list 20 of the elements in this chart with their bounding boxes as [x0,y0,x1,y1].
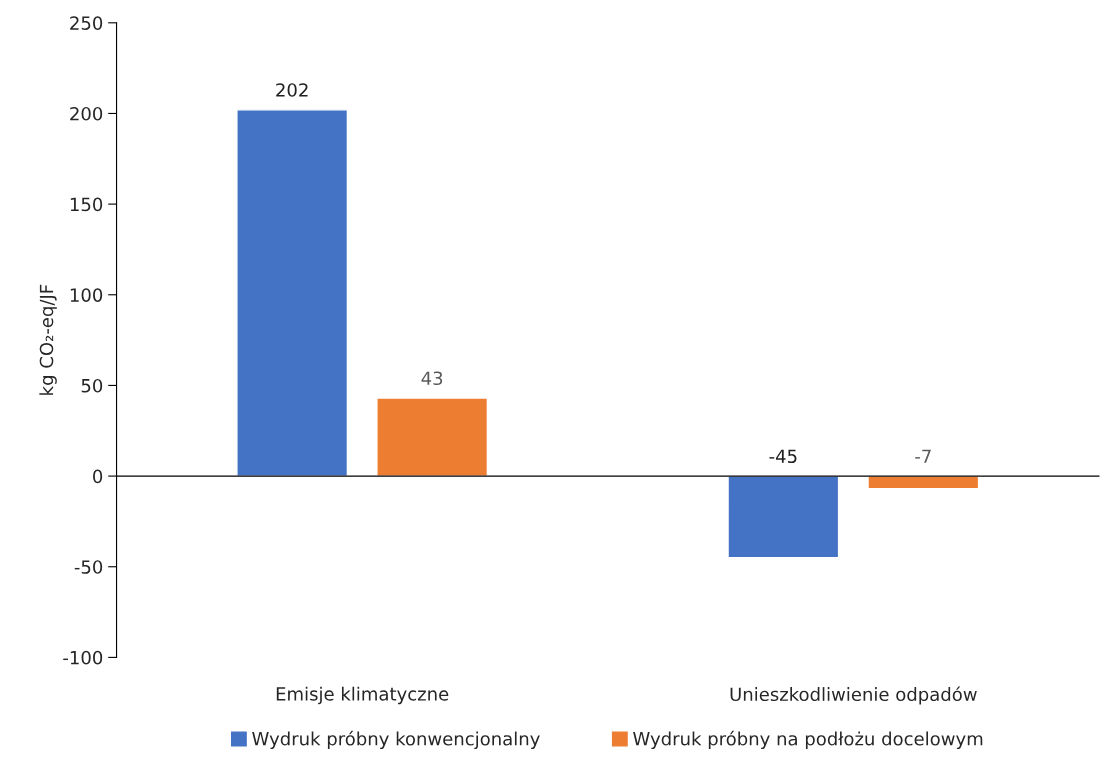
x-tick-label: Unieszkodliwienie odpadów [730,686,977,705]
data-label: -7 [915,449,931,463]
y-tick-label: 100 [70,288,103,302]
y-tick-label: -100 [63,650,103,665]
y-tick-label: -50 [74,560,103,574]
bar [727,475,840,559]
y-tick-label: 200 [70,106,103,121]
y-tick-label: 250 [70,16,103,30]
data-label: -45 [769,449,797,464]
y-tick-label: 50 [81,378,103,393]
data-label: 202 [276,83,308,97]
legend-label: Wydruk próbny na podłożu docelowym [633,730,983,750]
x-tick-label: Emisje klimatyczne [276,686,449,705]
y-tick-label: 0 [93,469,103,484]
legend-label: Wydruk próbny konwencjonalny [252,730,540,750]
bar [236,109,349,477]
y-tick-label: 150 [70,197,103,212]
y-axis-title: kg CO₂-eq/JF [39,284,57,395]
data-label: 43 [421,371,443,386]
bar [376,397,489,477]
